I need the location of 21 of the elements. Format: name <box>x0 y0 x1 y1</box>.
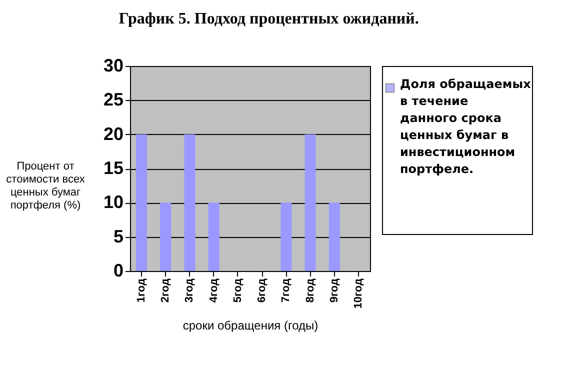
y-axis-title: Процент от стоимости всех ценных бумаг портфеля (%) <box>6 160 86 212</box>
y-tick-label: 25 <box>103 90 124 110</box>
y-tick-label: 30 <box>103 56 124 76</box>
x-tick-label: 5год <box>232 278 244 303</box>
legend-label: Доля обращаемых в течение данного срока ценных бумаг в инвестиционном портфеле. <box>400 77 532 176</box>
y-tick-label: 0 <box>113 260 124 280</box>
y-tick-label: 5 <box>113 226 124 246</box>
chart-title: График 5. Подход процентных ожиданий. <box>118 10 419 28</box>
y-tick-label: 10 <box>103 192 124 212</box>
x-tick-label: 9год <box>328 278 340 303</box>
x-tick-label: 1год <box>135 278 148 303</box>
x-tick-label: 2год <box>160 278 172 303</box>
y-tick-label: 15 <box>103 158 124 178</box>
x-tick-label: 3год <box>184 278 196 303</box>
x-tick-label: 10год <box>352 278 365 309</box>
x-axis-title: сроки обращения (годы) <box>182 318 318 333</box>
x-tick-label: 6год <box>256 278 268 303</box>
x-tick-label: 7год <box>280 278 292 303</box>
y-tick-label: 20 <box>103 124 124 144</box>
x-tick-label: 4год <box>208 278 220 303</box>
x-tick-label: 8год <box>304 278 316 303</box>
